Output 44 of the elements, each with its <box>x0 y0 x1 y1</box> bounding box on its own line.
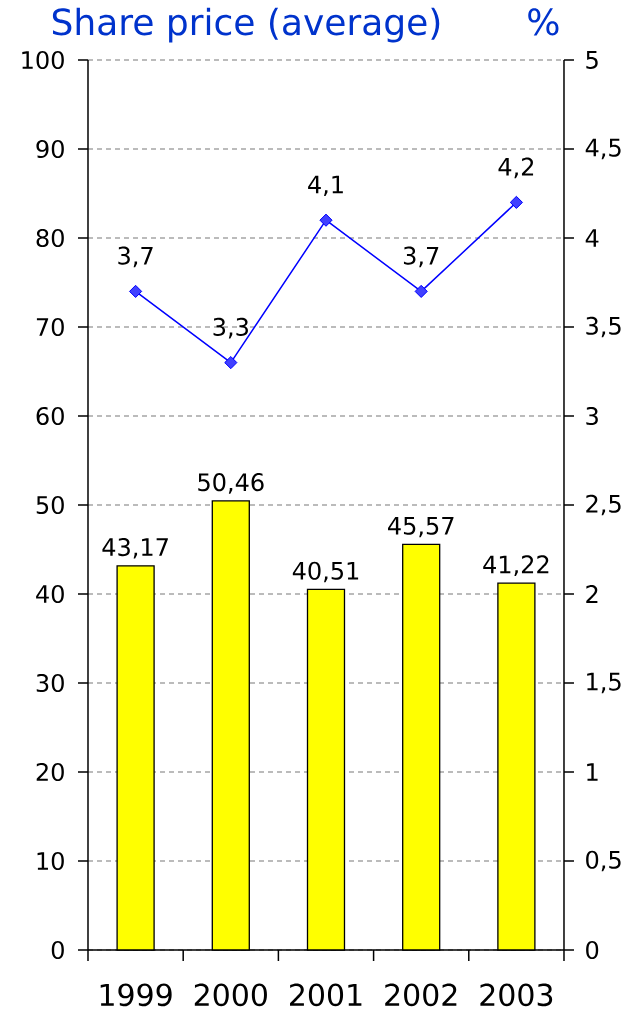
y2-tick-label: 1 <box>587 763 598 781</box>
point <box>319 213 333 227</box>
y-tick-label: 80 <box>36 228 64 248</box>
y-tick-label: 40 <box>36 584 64 604</box>
y2-tick-label: 3 <box>586 406 598 426</box>
data-label: 4,2 <box>498 157 534 179</box>
point <box>224 356 238 370</box>
data-label: 3,7 <box>118 246 153 268</box>
y-tick-label: 70 <box>36 317 64 337</box>
point <box>414 284 428 298</box>
y-tick-label: 90 <box>36 139 64 159</box>
data-label: 41,22 <box>483 555 549 576</box>
y2-tick-label: 4,5 <box>585 138 621 160</box>
y-axis-title: Share price (average) <box>52 7 440 43</box>
data-label: 3,7 <box>403 246 439 268</box>
data-label: 43,17 <box>102 537 168 559</box>
data-label: 45,57 <box>388 516 454 538</box>
y-tick-label: 10 <box>37 851 64 871</box>
y2-tick-label: 0,5 <box>586 850 621 872</box>
y2-tick-label: 5 <box>586 51 598 69</box>
x-tick-label: 1999 <box>100 983 172 1007</box>
x-tick-label: 2002 <box>385 983 457 1007</box>
y2-tick-label: 1,5 <box>587 672 621 694</box>
y2-tick-label: 3,5 <box>586 316 621 338</box>
y2-tick-label: 0 <box>586 940 599 960</box>
y-tick-label: 100 <box>22 50 64 70</box>
y-tick-label: 60 <box>36 406 64 426</box>
data-label: 3,3 <box>213 317 248 339</box>
y-tick-label: 20 <box>36 762 64 782</box>
data-label: 50,46 <box>198 473 264 494</box>
x-tick-label: 2001 <box>290 983 362 1007</box>
data-label: 40,51 <box>292 561 359 583</box>
y-tick-label: 30 <box>36 673 64 693</box>
y-tick-label: 0 <box>51 940 64 960</box>
y2-axis-title: % <box>528 8 559 36</box>
y-tick-label: 50 <box>36 495 64 515</box>
y2-tick-label: 4 <box>585 229 599 247</box>
point <box>129 284 143 298</box>
data-label: 4,1 <box>308 175 343 196</box>
x-tick-label: 2003 <box>480 983 553 1007</box>
y2-tick-label: 2,5 <box>586 494 621 516</box>
point <box>509 195 523 209</box>
y2-tick-label: 2 <box>586 585 598 603</box>
x-tick-label: 2000 <box>194 983 267 1007</box>
